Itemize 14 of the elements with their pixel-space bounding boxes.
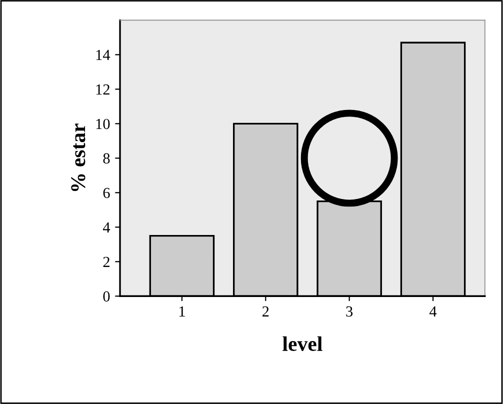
y-tick-label: 4 <box>102 222 110 232</box>
y-axis-title: % estar <box>71 124 86 192</box>
x-tick-label: 3 <box>346 306 353 317</box>
x-tick-label: 2 <box>262 306 269 316</box>
x-axis-title: level <box>282 336 322 352</box>
x-tick-label: 1 <box>179 306 185 316</box>
y-tick-label: 10 <box>96 118 110 130</box>
y-tick-label: 14 <box>96 50 110 60</box>
y-tick-label: 8 <box>103 153 110 164</box>
y-tick-label: 6 <box>103 188 110 198</box>
y-tick-label: 0 <box>103 291 110 302</box>
y-tick-label: 12 <box>96 84 110 94</box>
x-tick-label: 4 <box>429 306 437 316</box>
y-tick-label: 2 <box>103 256 110 267</box>
